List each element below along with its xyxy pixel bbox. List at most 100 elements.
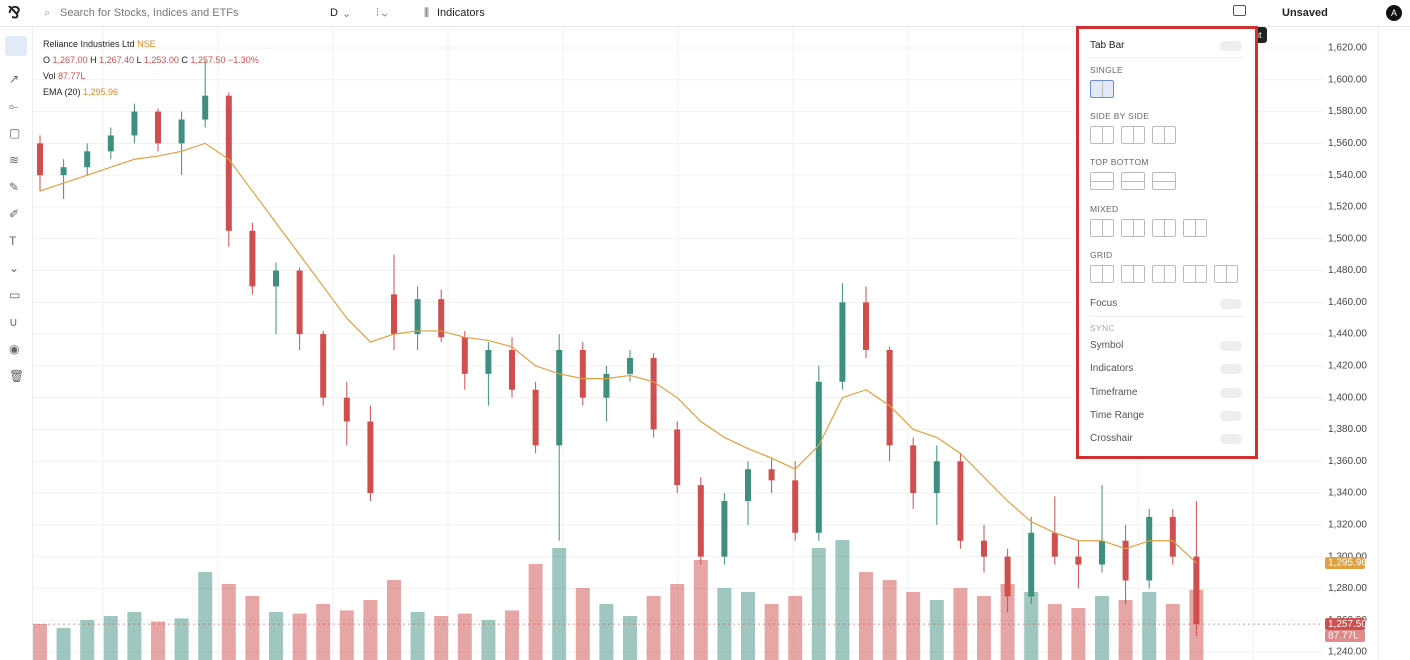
tool-icon[interactable]: ▢ <box>9 126 21 140</box>
volume-bar <box>198 572 213 660</box>
volume-bar <box>269 612 283 660</box>
price-label: 1,380.00 <box>1328 424 1367 435</box>
search[interactable]: Search for Stocks, Indices and ETFs <box>60 7 239 19</box>
toggle[interactable] <box>1220 341 1242 351</box>
volume-bar <box>929 600 944 660</box>
volume-bar <box>434 616 449 660</box>
l-label: L <box>136 55 142 65</box>
volume-bar <box>103 616 118 660</box>
logo: ⅋ <box>8 5 21 22</box>
candle-body <box>37 143 43 176</box>
tool-icon[interactable]: ⟜ <box>9 99 19 113</box>
candle-body <box>155 111 161 144</box>
layout-option[interactable] <box>1090 172 1114 191</box>
price-label: 1,520.00 <box>1328 202 1367 213</box>
chart-type[interactable]: ⫶ ⌄ <box>376 7 388 19</box>
layout-option[interactable] <box>1152 218 1176 237</box>
vol-label: Vol <box>43 71 56 81</box>
candle-body <box>603 373 610 398</box>
candle-body <box>697 485 704 557</box>
volume-bar <box>127 612 142 660</box>
cursor-tool[interactable] <box>5 36 27 56</box>
tool-icon[interactable]: ⌄ <box>9 261 20 275</box>
volume-bar <box>316 604 331 660</box>
avatar[interactable]: A <box>1386 5 1402 21</box>
volume-bar <box>387 580 401 660</box>
toggle[interactable] <box>1220 434 1242 445</box>
volume-bar <box>221 584 236 660</box>
layout-option[interactable] <box>1152 172 1176 191</box>
volume-bar <box>1095 596 1109 660</box>
layout-option[interactable] <box>1214 264 1238 283</box>
toggle[interactable] <box>1220 299 1242 309</box>
price-tag <box>1325 618 1365 631</box>
candle-body <box>60 167 67 176</box>
tool-icon[interactable]: ✐ <box>9 207 20 221</box>
candle-body <box>1193 556 1200 625</box>
candle-body <box>957 461 964 541</box>
volume-bar <box>1071 608 1086 660</box>
volume-bar <box>292 613 307 660</box>
candle-body <box>391 294 397 335</box>
volume-bar <box>528 564 543 660</box>
layout-option[interactable] <box>1121 172 1145 191</box>
volume-bar <box>764 604 779 660</box>
candle-body <box>886 350 893 446</box>
layout-option[interactable] <box>1090 218 1114 237</box>
tool-icon[interactable]: ✎ <box>9 180 20 194</box>
volume-bar <box>1165 604 1180 660</box>
layout-option[interactable] <box>1183 218 1207 237</box>
ema-value: 1,295.96 <box>83 87 119 97</box>
exchange: NSE <box>137 39 156 49</box>
candle-body <box>1122 540 1129 581</box>
sync-label: SYNC <box>1090 323 1115 333</box>
candle-body <box>296 270 303 335</box>
tab-bar-label: Tab Bar <box>1090 40 1125 51</box>
price-label: 1,460.00 <box>1328 297 1367 308</box>
volume-bar <box>835 540 850 660</box>
volume-bar <box>1024 592 1039 660</box>
candle-body <box>178 119 185 144</box>
volume-bar <box>552 548 567 660</box>
section-label: SINGLE <box>1090 65 1123 75</box>
layout-option[interactable] <box>1152 126 1176 145</box>
layout-option[interactable] <box>1090 126 1114 145</box>
interval[interactable]: D <box>330 7 338 19</box>
toggle[interactable] <box>1220 364 1242 375</box>
layout-option[interactable] <box>1090 264 1114 283</box>
indicators[interactable]: Indicators <box>437 7 485 19</box>
candle-body <box>485 350 492 374</box>
layout-option[interactable] <box>1152 264 1176 283</box>
toggle[interactable] <box>1220 410 1242 421</box>
tool-icon[interactable]: ∪ <box>9 315 18 329</box>
focus-label: Focus <box>1090 298 1118 309</box>
layout-option[interactable] <box>1121 218 1145 237</box>
candle-body <box>721 501 728 557</box>
h-label: H <box>90 55 97 65</box>
tool-icon[interactable]: ↗ <box>9 72 20 86</box>
layout-option[interactable] <box>1090 80 1114 98</box>
layout-option[interactable] <box>1183 264 1207 283</box>
layout-option[interactable] <box>1121 126 1145 145</box>
tool-icon[interactable]: ▭ <box>9 288 21 302</box>
volume-bar <box>788 596 803 660</box>
candle-body <box>1169 516 1176 557</box>
layout-name[interactable]: Unsaved <box>1282 7 1328 19</box>
price-tag-label: 1,295.96 <box>1328 558 1367 569</box>
volume-bar <box>882 580 897 660</box>
toggle[interactable] <box>1220 41 1242 51</box>
tool-icon[interactable]: 🗑 <box>9 369 25 383</box>
tool-icon[interactable]: ≋ <box>9 153 20 167</box>
grid-layout-button[interactable] <box>1233 5 1246 16</box>
search-icon: ⌕ <box>44 7 51 19</box>
price-label: 1,580.00 <box>1328 106 1367 117</box>
volume-bar <box>693 560 708 660</box>
price-tag <box>1325 630 1365 642</box>
tool-icon[interactable]: T <box>9 234 17 248</box>
ema-label: EMA (20) <box>43 87 81 97</box>
sync-item: Crosshair <box>1090 433 1133 445</box>
toggle[interactable] <box>1220 387 1242 398</box>
volume-bar <box>623 616 637 660</box>
tool-icon[interactable]: ◉ <box>9 342 20 356</box>
layout-option[interactable] <box>1121 264 1145 283</box>
